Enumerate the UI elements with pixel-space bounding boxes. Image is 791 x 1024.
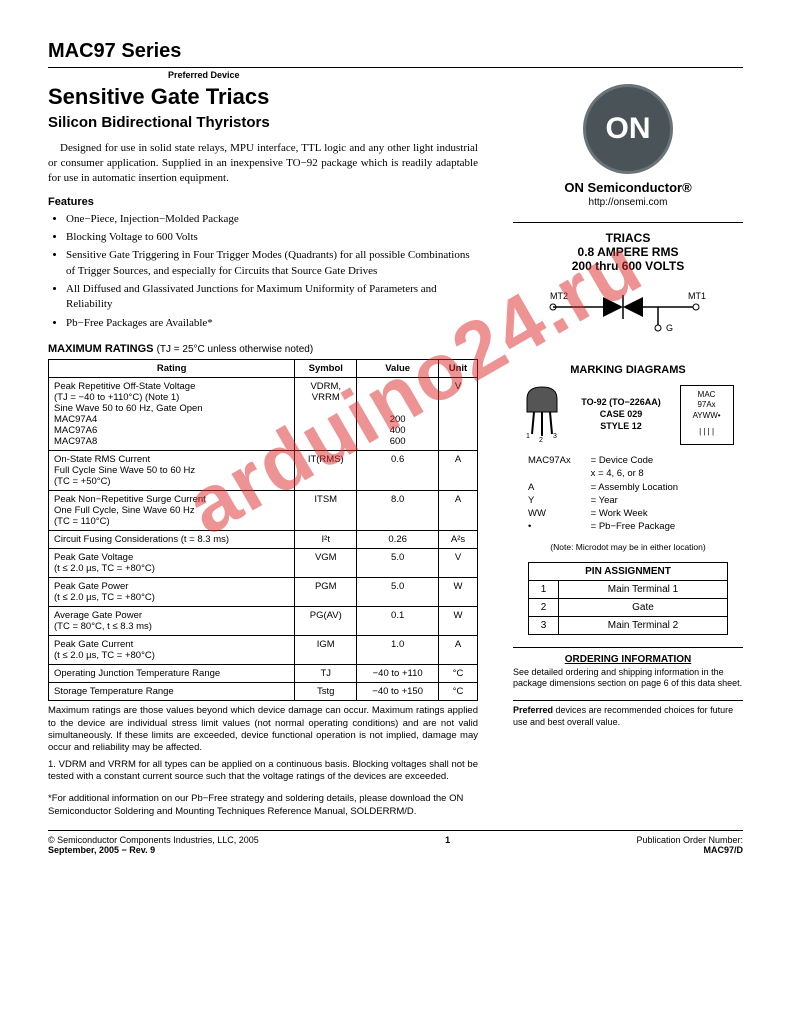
brand-name: ON Semiconductor®	[513, 180, 743, 195]
svg-text:3: 3	[553, 433, 557, 440]
marking-legend: MAC97Ax = Device Code x = 4, 6, or 8A = …	[528, 454, 728, 534]
divider	[48, 67, 743, 68]
pin-table: PIN ASSIGNMENT 1Main Terminal 12Gate3Mai…	[528, 562, 728, 635]
table-row: Peak Non−Repetitive Surge Current One Fu…	[49, 491, 478, 531]
marking-note: (Note: Microdot may be in either locatio…	[513, 542, 743, 552]
table-row: Storage Temperature RangeTstg−40 to +150…	[49, 683, 478, 701]
table-row: Operating Junction Temperature RangeTJ−4…	[49, 665, 478, 683]
marking-box-icon: MAC 97Ax AYWW• | | | |	[680, 385, 734, 445]
feature-item: Sensitive Gate Triggering in Four Trigge…	[66, 248, 478, 279]
table-row: Circuit Fusing Considerations (t = 8.3 m…	[49, 531, 478, 549]
features-list: One−Piece, Injection−Molded Package Block…	[48, 212, 478, 332]
preferred-label: Preferred Device	[168, 70, 743, 80]
svg-text:MT2: MT2	[550, 291, 568, 301]
feature-item: Blocking Voltage to 600 Volts	[66, 230, 478, 245]
additional-info: *For additional information on our Pb−Fr…	[48, 793, 478, 818]
table-row: Peak Repetitive Off-State Voltage (TJ = …	[49, 378, 478, 451]
series-title: MAC97 Series	[48, 40, 743, 63]
table-row: Average Gate Power (TC = 80°C, t ≤ 8.3 m…	[49, 607, 478, 636]
table-row: 2Gate	[529, 598, 728, 616]
table-row: Peak Gate Power (t ≤ 2.0 µs, TC = +80°C)…	[49, 578, 478, 607]
feature-item: One−Piece, Injection−Molded Package	[66, 212, 478, 227]
brand-url: http://onsemi.com	[513, 197, 743, 208]
table-row: 1Main Terminal 1	[529, 580, 728, 598]
product-summary: TRIACS 0.8 AMPERE RMS 200 thru 600 VOLTS	[513, 222, 743, 273]
svg-text:G: G	[666, 323, 673, 333]
ordering-text: See detailed ordering and shipping infor…	[513, 667, 743, 690]
ratings-footnote-2: 1. VDRM and VRRM for all types can be ap…	[48, 759, 478, 784]
marking-heading: MARKING DIAGRAMS	[513, 364, 743, 376]
page-number: 1	[445, 835, 450, 855]
ordering-heading: ORDERING INFORMATION	[513, 647, 743, 665]
triac-schematic-icon: MT2 MT1 G	[548, 287, 708, 337]
feature-item: Pb−Free Packages are Available*	[66, 316, 478, 331]
ratings-table: RatingSymbolValueUnit Peak Repetitive Of…	[48, 359, 478, 701]
features-heading: Features	[48, 196, 478, 208]
ratings-footnote-1: Maximum ratings are those values beyond …	[48, 705, 478, 754]
table-row: Peak Gate Current (t ≤ 2.0 µs, TC = +80°…	[49, 636, 478, 665]
table-row: 3Main Terminal 2	[529, 616, 728, 634]
ratings-heading: MAXIMUM RATINGS (TJ = 25°C unless otherw…	[48, 343, 478, 355]
subtitle: Silicon Bidirectional Thyristors	[48, 114, 478, 131]
package-diagram-row: 1 2 3 TO-92 (TO−226AA) CASE 029 STYLE 12…	[513, 384, 743, 446]
brand-logo: ON ON Semiconductor® http://onsemi.com	[513, 84, 743, 208]
svg-text:MT1: MT1	[688, 291, 706, 301]
svg-text:2: 2	[539, 437, 543, 444]
intro-text: Designed for use in solid state relays, …	[48, 141, 478, 186]
page-footer: © Semiconductor Components Industries, L…	[48, 830, 743, 855]
main-title: Sensitive Gate Triacs	[48, 84, 478, 110]
feature-item: All Diffused and Glassivated Junctions f…	[66, 282, 478, 313]
svg-text:1: 1	[526, 433, 530, 440]
table-row: Peak Gate Voltage (t ≤ 2.0 µs, TC = +80°…	[49, 549, 478, 578]
preferred-note: Preferred devices are recommended choice…	[513, 700, 743, 728]
table-row: On-State RMS Current Full Cycle Sine Wav…	[49, 451, 478, 491]
to92-icon: 1 2 3	[522, 384, 562, 444]
on-logo-icon: ON	[583, 84, 673, 174]
